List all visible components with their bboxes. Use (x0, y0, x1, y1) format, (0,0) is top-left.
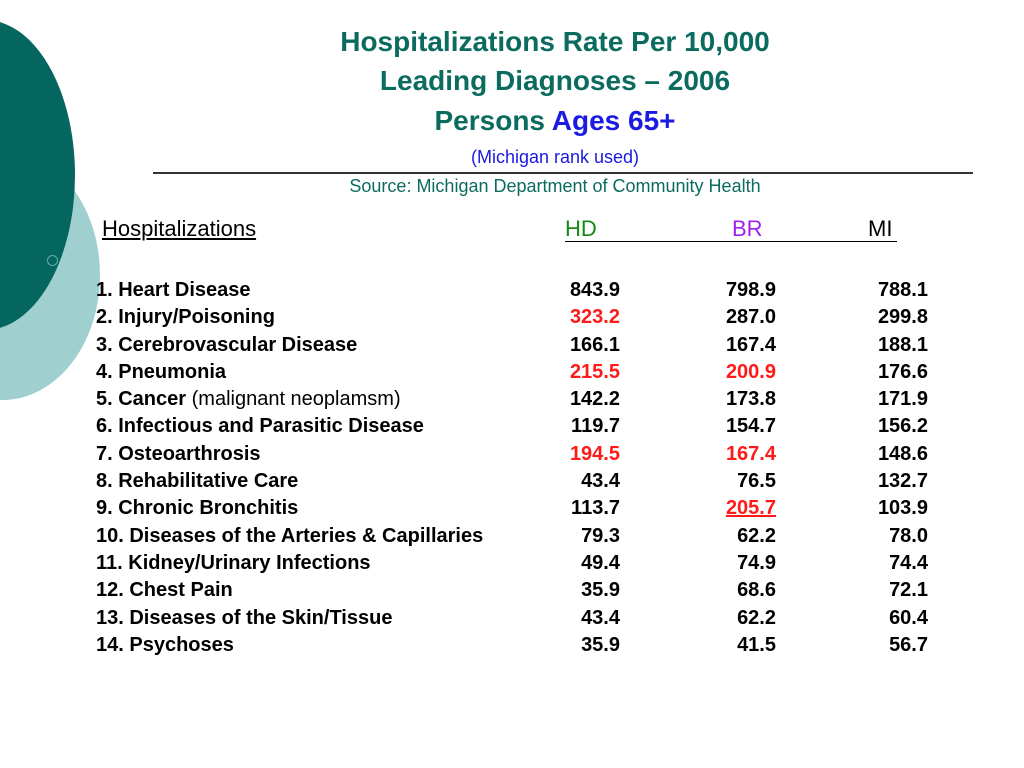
header-hd: HD (565, 216, 597, 241)
row-value-mi: 72.1 (889, 579, 928, 602)
row-label: 1. Heart Disease (96, 279, 251, 301)
row-value-hd: 35.9 (581, 579, 620, 602)
row-value-mi: 299.8 (877, 306, 928, 329)
source-line: Source: Michigan Department of Community… (349, 176, 761, 196)
title-line-2: Leading Diagnoses – 2006 (379, 65, 731, 96)
row-label: 10. Diseases of the Arteries & Capillari… (96, 524, 484, 547)
row-value-br: 287.0 (725, 306, 776, 329)
row-value-br: 167.4 (725, 442, 776, 465)
subtitle: (Michigan rank used) (470, 147, 640, 167)
row-value-hd: 166.1 (569, 333, 620, 356)
row-value-hd: 79.3 (581, 524, 620, 547)
row-label: 13. Diseases of the Skin/Tissue (96, 606, 393, 629)
row-label: 14. Psychoses (96, 633, 234, 656)
row-label: 3. Cerebrovascular Disease (96, 333, 358, 356)
row-value-br: 205.7 (725, 497, 776, 520)
header-underline (565, 241, 897, 243)
divider (153, 172, 973, 174)
header-mi: MI (868, 216, 893, 241)
row-value-mi: 132.7 (877, 470, 928, 493)
row-value-mi: 60.4 (889, 606, 928, 629)
row-value-br: 74.9 (737, 551, 776, 574)
row-value-mi: 148.6 (877, 442, 928, 465)
title-line-3: Persons Ages 65+ (150, 104, 960, 138)
bullet-circle-icon (47, 255, 58, 266)
row-value-mi: 74.4 (889, 551, 928, 574)
row-value-hd: 119.7 (571, 415, 620, 438)
row-value-hd: 142.2 (569, 388, 620, 411)
title-line-3-accent: Ages 65+ (551, 105, 676, 136)
row-label: 11. Kidney/Urinary Infections (96, 551, 371, 574)
row-value-br: 200.9 (725, 360, 776, 383)
row-value-br: 62.2 (737, 524, 776, 547)
row-value-br: 798.9 (725, 279, 776, 301)
header-br: BR (732, 216, 763, 241)
header-hospitalizations: Hospitalizations (102, 216, 257, 241)
slide-decoration (0, 0, 120, 420)
title-line-3-prefix: Persons (434, 105, 552, 136)
row-value-br: 154.7 (725, 415, 776, 438)
row-value-hd: 43.4 (581, 470, 620, 493)
row-value-br: 76.5 (737, 470, 776, 493)
row-value-mi: 171.9 (877, 388, 928, 411)
row-value-hd: 43.4 (581, 606, 620, 629)
title-line-1: Hospitalizations Rate Per 10,000 (340, 26, 770, 57)
row-value-mi: 56.7 (889, 633, 928, 656)
row-value-hd: 49.4 (581, 551, 620, 574)
row-value-hd: 35.9 (581, 633, 620, 656)
row-value-br: 68.6 (737, 579, 776, 602)
row-value-mi: 78.0 (889, 524, 928, 547)
row-label: 5. Cancer (malignant neoplamsm) (96, 388, 401, 411)
row-label: 7. Osteoarthrosis (96, 442, 261, 465)
row-label: 2. Injury/Poisoning (96, 306, 275, 329)
row-value-mi: 176.6 (877, 360, 928, 383)
row-value-br: 62.2 (737, 606, 776, 629)
row-value-mi: 156.2 (877, 415, 928, 438)
row-value-br: 173.8 (725, 388, 776, 411)
row-value-hd: 194.5 (569, 442, 620, 465)
row-label: 12. Chest Pain (96, 579, 233, 602)
row-value-mi: 788.1 (877, 279, 928, 301)
row-value-mi: 188.1 (877, 333, 928, 356)
row-value-hd: 843.9 (569, 279, 620, 301)
row-note: (malignant neoplamsm) (191, 388, 401, 411)
row-value-hd: 215.5 (569, 360, 620, 383)
row-value-br: 167.4 (725, 333, 776, 356)
row-label: 9. Chronic Bronchitis (96, 497, 299, 520)
row-value-mi: 103.9 (877, 497, 928, 520)
row-value-hd: 323.2 (569, 306, 620, 329)
row-value-br: 41.5 (737, 633, 776, 656)
row-label: 8. Rehabilitative Care (96, 470, 299, 493)
row-label: 6. Infectious and Parasitic Disease (96, 415, 424, 438)
row-label: 4. Pneumonia (96, 360, 227, 383)
row-value-hd: 113.7 (571, 497, 620, 520)
